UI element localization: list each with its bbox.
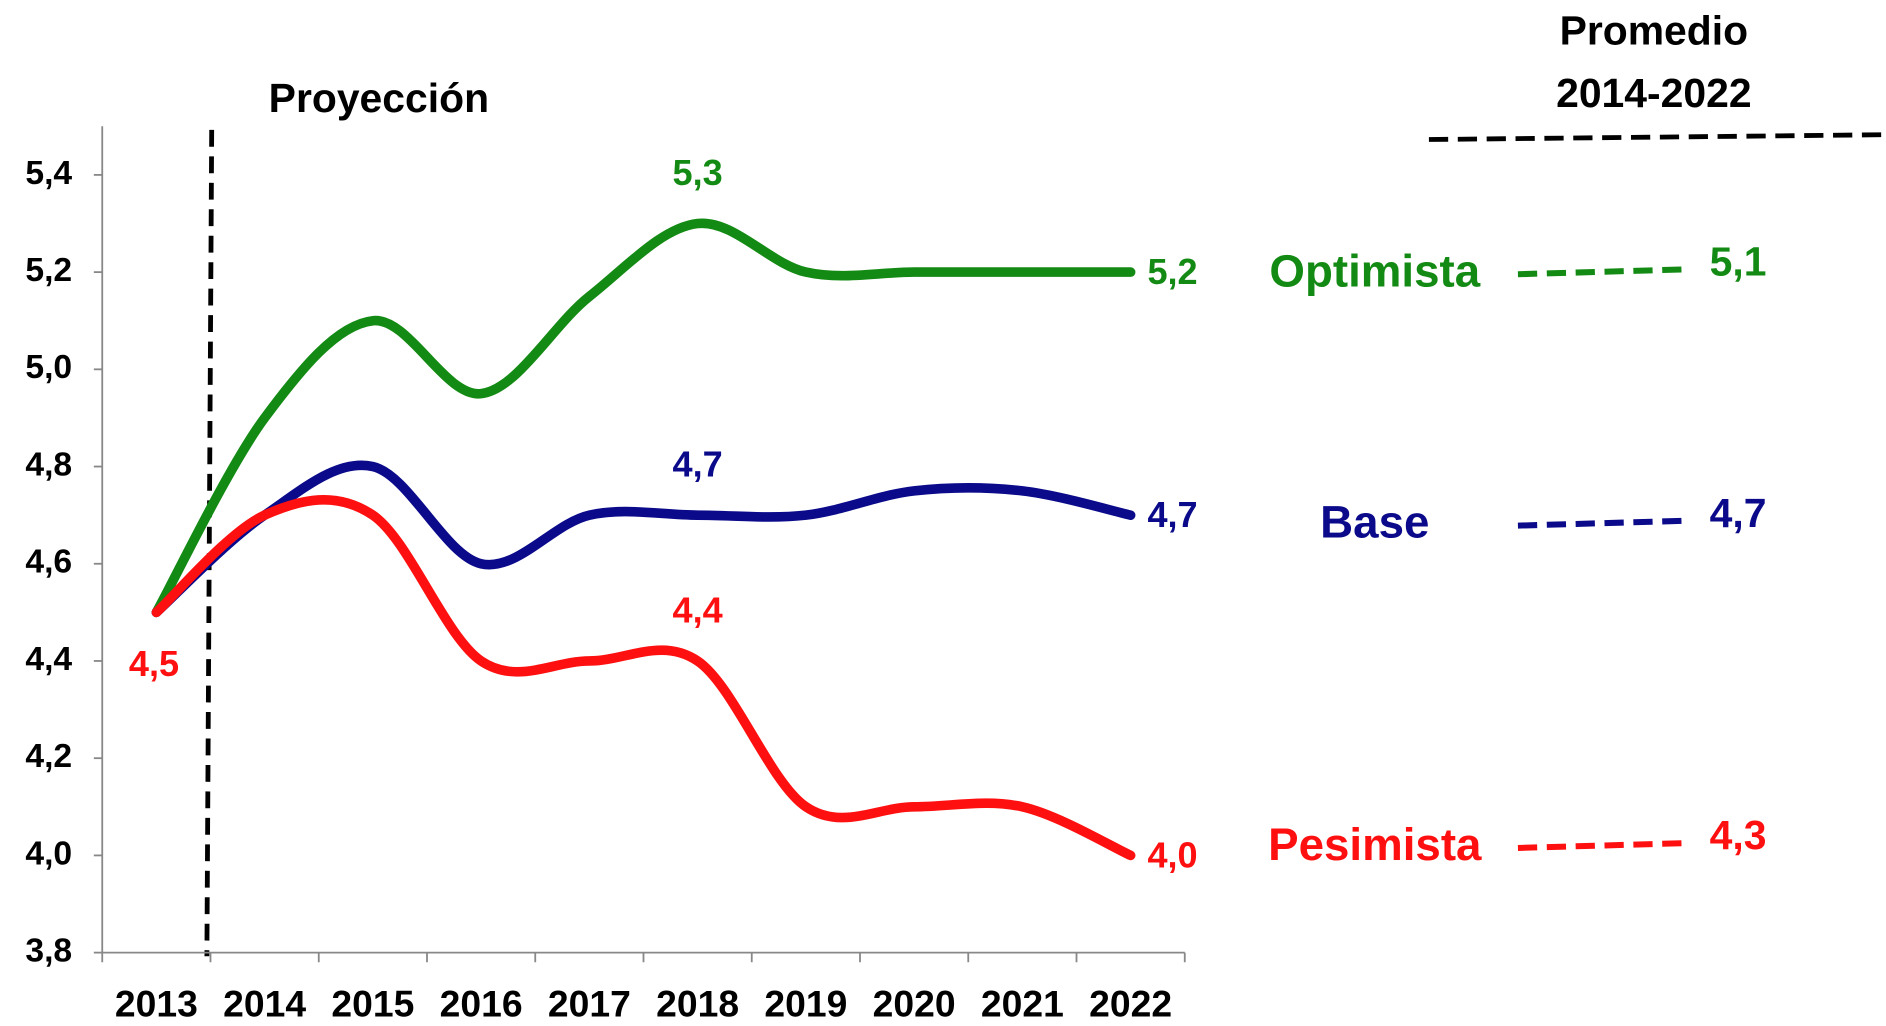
- x-tick-label: 2019: [764, 983, 847, 1025]
- x-tick-label: 2015: [331, 983, 414, 1025]
- x-tick-label: 2016: [440, 983, 523, 1025]
- y-tick-label: 4,0: [25, 835, 72, 872]
- legend-label: Optimista: [1269, 245, 1480, 296]
- data-label: 4,0: [1147, 834, 1197, 875]
- average-label: 4,3: [1710, 812, 1767, 858]
- average-line: [1517, 840, 1685, 851]
- x-tick-label: 2014: [223, 983, 306, 1025]
- y-tick-label: 5,2: [25, 252, 72, 289]
- average-line: [1517, 517, 1685, 529]
- y-tick-label: 4,8: [25, 446, 72, 483]
- y-tick-label: 3,8: [25, 933, 72, 970]
- data-label: 5,2: [1147, 251, 1197, 292]
- legend-label: Pesimista: [1268, 819, 1482, 870]
- y-tick-label: 4,2: [25, 738, 72, 775]
- y-tick-label: 5,4: [25, 155, 72, 192]
- x-tick-label: 2021: [981, 983, 1064, 1025]
- y-tick-label: 4,6: [25, 544, 72, 581]
- x-tick-label: 2020: [873, 983, 956, 1025]
- x-tick-label: 2018: [656, 983, 739, 1025]
- data-label: 5,3: [673, 152, 723, 193]
- y-tick-label: 4,4: [25, 641, 72, 678]
- data-label: 4,5: [129, 643, 179, 684]
- average-title: 2014-2022: [1556, 70, 1751, 116]
- y-tick-label: 5,0: [25, 349, 72, 386]
- average-title: Promedio: [1560, 7, 1749, 53]
- chart-title: Proyección: [269, 75, 489, 121]
- line: [151, 495, 1136, 861]
- average-line: [1517, 266, 1685, 278]
- data-label: 4,4: [673, 589, 723, 630]
- plot: Proyección Promedio 2014-2022 3,8 4,0 4,2 4…: [25, 7, 1886, 1025]
- average-header-line: [1428, 132, 1886, 142]
- x-tick-label: 2022: [1089, 983, 1172, 1025]
- legend-label: Base: [1320, 497, 1429, 548]
- data-label: 4,7: [1147, 494, 1197, 535]
- average-label: 5,1: [1710, 238, 1767, 284]
- x-tick-label: 2013: [115, 983, 198, 1025]
- x-tick-label: 2017: [548, 983, 631, 1025]
- line: [151, 218, 1136, 618]
- projection-line: [204, 129, 215, 957]
- average-label: 4,7: [1710, 490, 1767, 536]
- line: [151, 460, 1136, 618]
- data-label: 4,7: [673, 444, 723, 485]
